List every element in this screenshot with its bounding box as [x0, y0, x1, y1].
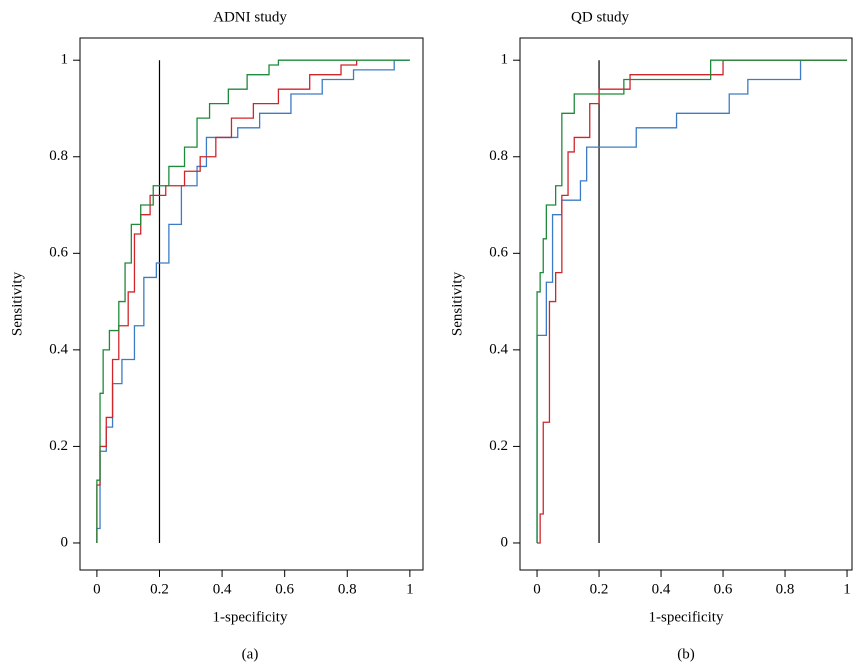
x-tick-label: 1	[406, 581, 414, 597]
panel-caption: (a)	[242, 646, 259, 662]
y-tick-label: 0.2	[489, 438, 508, 454]
y-tick-label: 0.8	[489, 148, 508, 164]
chart-title: QD study	[571, 9, 629, 25]
roc-curve	[96, 60, 358, 543]
y-tick-label: 0.8	[49, 148, 68, 164]
x-tick-label: 0	[533, 581, 541, 597]
panel-caption: (b)	[677, 646, 695, 662]
y-tick-label: 0	[501, 534, 509, 550]
roc-curve	[96, 59, 410, 543]
x-tick-label: 0.2	[150, 581, 169, 597]
x-tick-label: 0.2	[590, 581, 609, 597]
chart-title: ADNI study	[213, 9, 287, 25]
x-tick-label: 1	[843, 581, 851, 597]
y-tick-label: 0.6	[489, 245, 508, 261]
y-axis-label: Sensitivity	[449, 271, 465, 336]
x-tick-label: 0.4	[213, 581, 232, 597]
x-axis-label: 1-specificity	[649, 609, 724, 625]
x-tick-label: 0.8	[338, 581, 357, 597]
roc-curve	[537, 59, 848, 544]
roc-curve	[536, 59, 848, 543]
plot-frame	[519, 37, 853, 571]
x-tick-label: 0	[93, 581, 101, 597]
y-tick-label: 1	[61, 52, 69, 68]
y-tick-label: 0.6	[49, 245, 68, 261]
y-tick-label: 0.2	[49, 438, 68, 454]
x-axis-label: 1-specificity	[213, 609, 288, 625]
roc-curve	[96, 59, 410, 543]
y-tick-label: 0.4	[489, 341, 508, 357]
x-tick-label: 0.6	[714, 581, 733, 597]
plot-frame	[79, 37, 424, 571]
y-tick-label: 0	[61, 534, 69, 550]
x-tick-label: 0.4	[652, 581, 671, 597]
y-axis-label: Sensitivity	[9, 271, 25, 336]
roc-curve	[536, 59, 848, 543]
x-tick-label: 0.8	[776, 581, 795, 597]
y-tick-label: 0.4	[49, 341, 68, 357]
y-tick-label: 1	[501, 52, 509, 68]
x-tick-label: 0.6	[275, 581, 294, 597]
